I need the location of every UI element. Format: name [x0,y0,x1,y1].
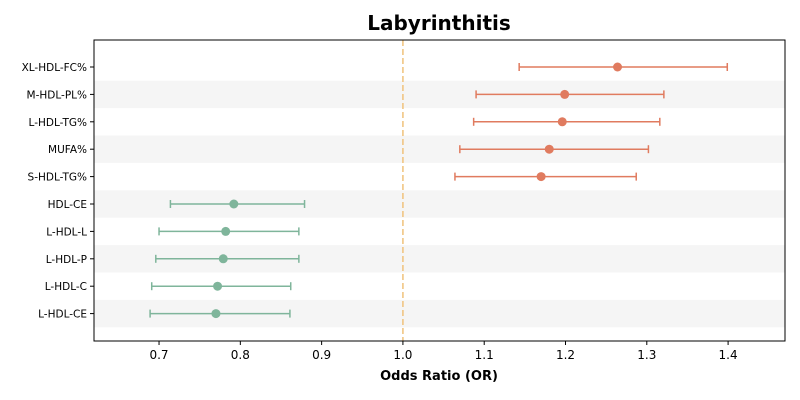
estimate-row-xl-hdl-fc- [518,62,729,72]
category-label: L-HDL-C [45,281,87,293]
odds-ratio-point [560,89,570,99]
x-tick-label: 1.2 [556,348,575,362]
odds-ratio-point [229,199,239,209]
category-label: MUFA% [48,144,87,156]
y-axis: XL-HDL-FC% M-HDL-PL% L-HDL-TG% MUFA% S-HDL-T… [22,62,94,321]
estimate-row-hdl-ce [169,199,306,209]
odds-ratio-point [213,281,223,291]
estimate-row-l-hdl-tg- [472,117,661,127]
estimate-row-s-hdl-tg- [454,172,637,182]
plot-marks [149,62,729,319]
category-label: XL-HDL-FC% [22,62,87,74]
odds-ratio-point [221,226,231,236]
x-tick-label: 1.0 [393,348,412,362]
category-label: M-HDL-PL% [27,89,87,101]
x-tick-label: 0.8 [231,348,250,362]
category-label: L-HDL-CE [38,309,87,321]
estimate-row-mufa- [459,144,650,154]
category-label: S-HDL-TG% [28,172,87,184]
x-tick-label: 1.3 [637,348,656,362]
x-axis: 0.7 0.8 0.9 1.0 1.1 1.2 1.3 1.4 [149,341,738,362]
odds-ratio-point [211,309,221,319]
category-label: HDL-CE [48,199,87,211]
estimate-row-l-hdl-p [155,254,300,264]
odds-ratio-point [536,172,546,182]
estimate-row-l-hdl-l [158,226,300,236]
x-axis-label: Odds Ratio (OR) [380,369,498,384]
estimate-row-m-hdl-pl- [475,89,665,99]
x-tick-label: 1.1 [475,348,494,362]
row-band [94,135,785,163]
chart-title: Labyrinthitis [367,11,511,35]
category-label: L-HDL-L [46,226,87,238]
x-tick-label: 0.7 [149,348,168,362]
x-tick-label: 0.9 [312,348,331,362]
estimate-row-l-hdl-c [150,281,292,291]
row-band [94,80,785,109]
estimate-row-l-hdl-ce [149,309,291,319]
category-label: L-HDL-P [46,254,87,266]
category-label: L-HDL-TG% [29,117,87,129]
odds-ratio-point [544,144,554,154]
odds-ratio-point [613,62,623,72]
odds-ratio-point [218,254,228,264]
odds-ratio-point [557,117,567,127]
plot-frame [93,39,786,342]
x-tick-label: 1.4 [719,348,738,362]
